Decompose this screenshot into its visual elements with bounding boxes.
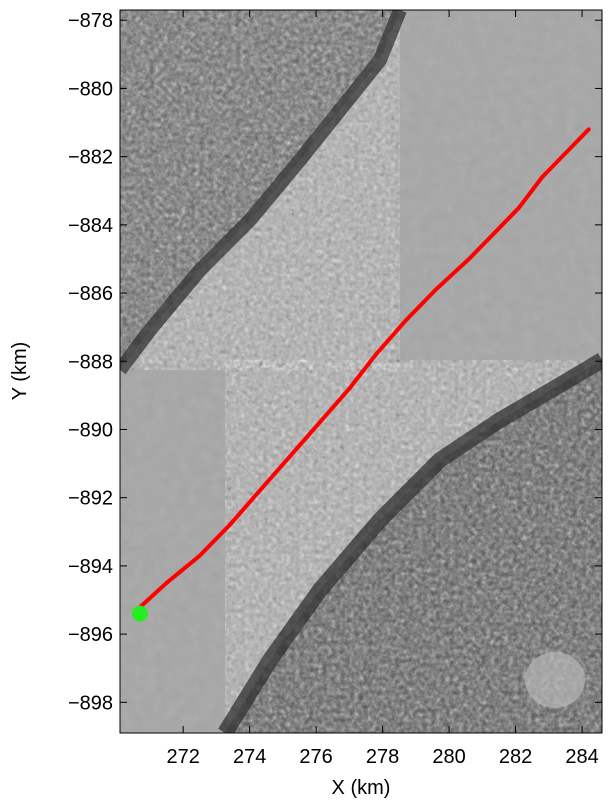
y-tick-label: −896 — [68, 624, 113, 646]
x-tick-label: 278 — [366, 746, 399, 768]
x-tick-label: 276 — [299, 746, 332, 768]
x-tick-label: 284 — [565, 746, 598, 768]
y-tick-label: −884 — [68, 215, 113, 237]
y-axis: −878 −880 −882 −884 −886 −888 −890 −892 −894 −896… — [68, 10, 602, 714]
y-tick-label: −890 — [68, 419, 113, 441]
y-tick-label: −882 — [68, 147, 113, 169]
x-axis: 272 274 276 278 280 282 284 — [166, 10, 599, 768]
y-tick-label: −888 — [68, 351, 113, 373]
y-tick-label: −886 — [68, 283, 113, 305]
x-tick-label: 282 — [499, 746, 532, 768]
y-tick-label: −898 — [68, 692, 113, 714]
y-axis-label: Y (km) — [9, 342, 31, 401]
x-axis-label: X (km) — [332, 777, 391, 799]
data-layer — [131, 127, 591, 622]
y-tick-label: −878 — [68, 10, 113, 32]
x-tick-label: 274 — [233, 746, 266, 768]
y-tick-label: −892 — [68, 488, 113, 510]
y-tick-label: −880 — [68, 78, 113, 100]
y-tick-label: −894 — [68, 556, 113, 578]
x-tick-label: 280 — [432, 746, 465, 768]
flowline-series — [134, 127, 591, 613]
start-point-marker — [131, 605, 148, 622]
plot-area — [119, 9, 603, 734]
x-tick-label: 272 — [166, 746, 199, 768]
